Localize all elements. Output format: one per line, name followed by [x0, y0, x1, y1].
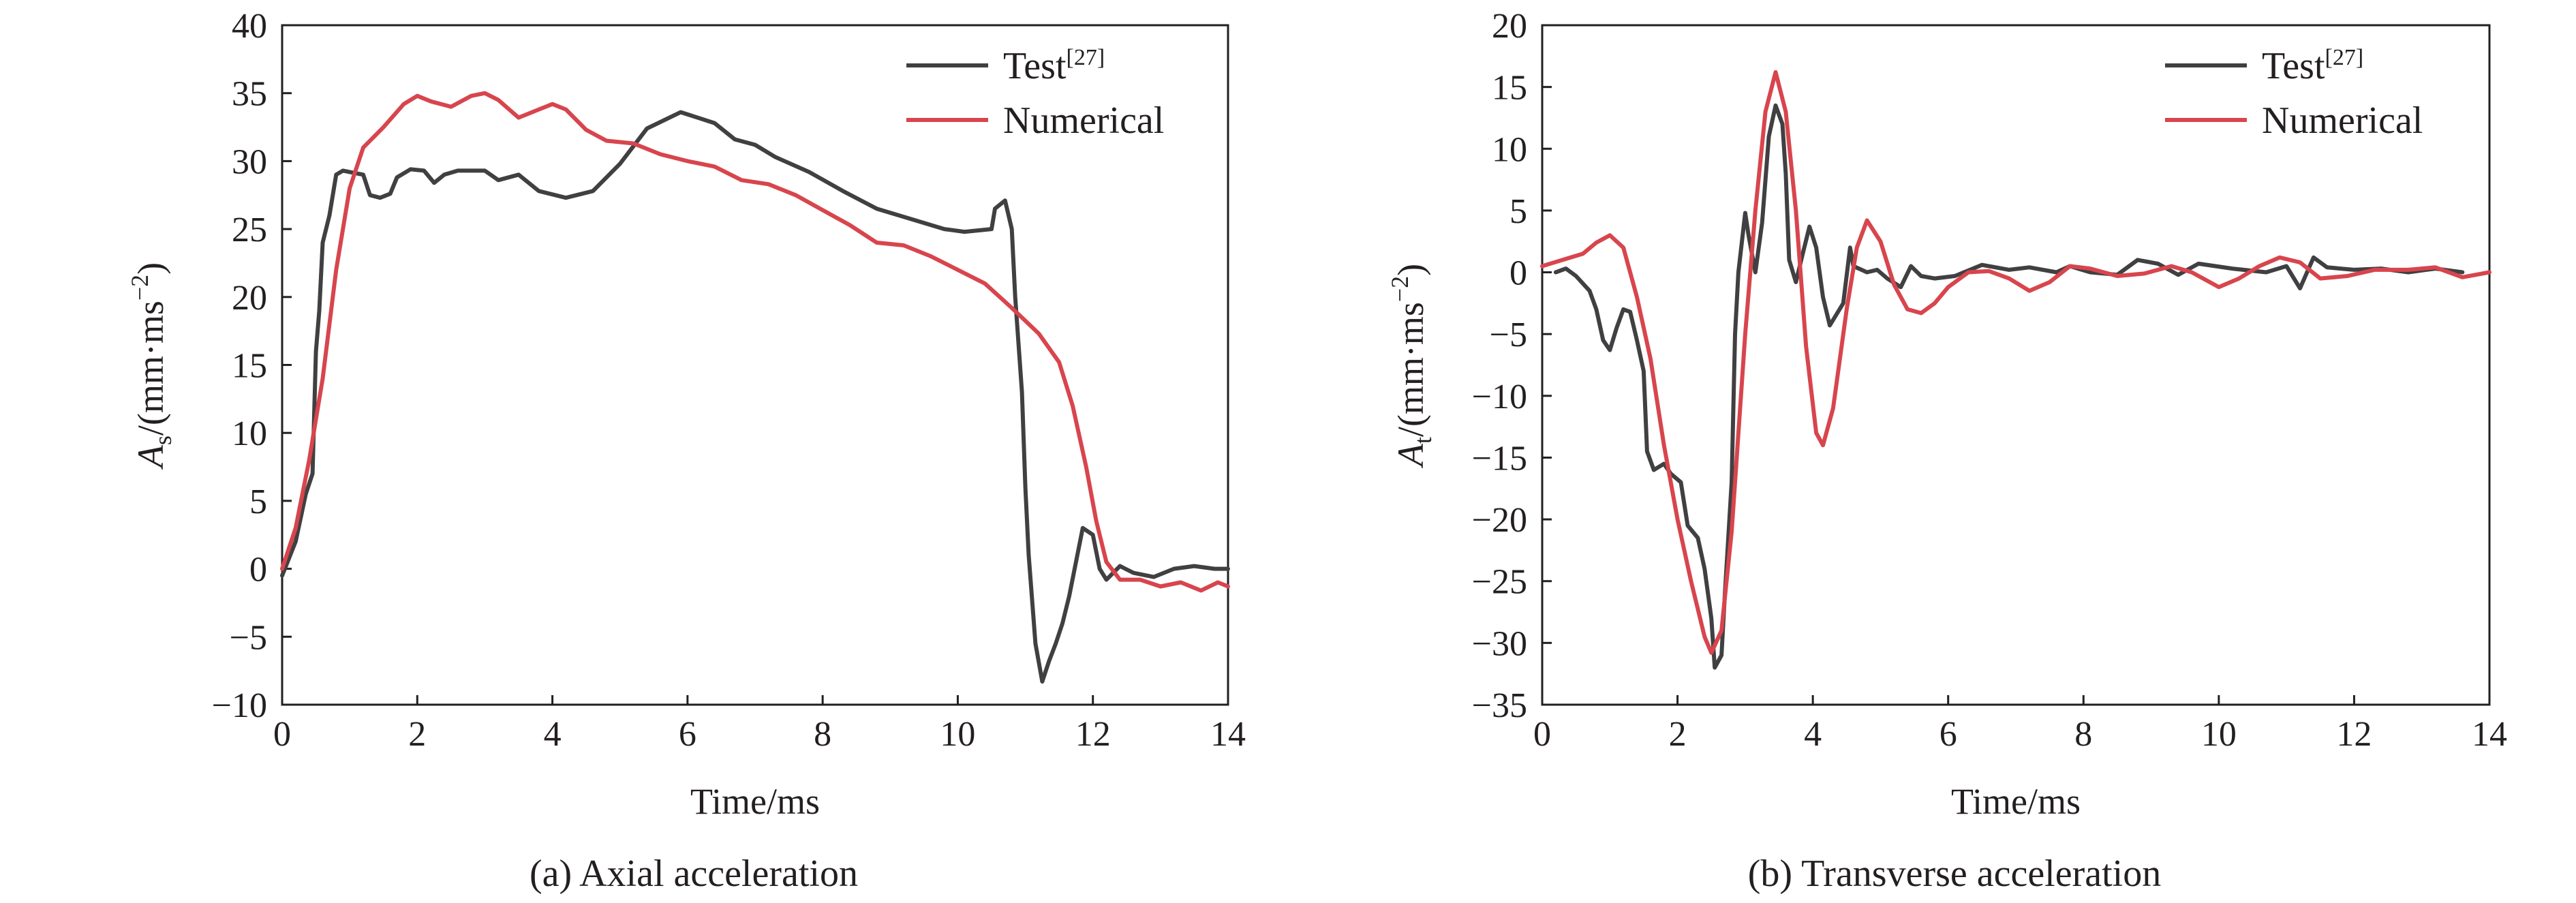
x-tick-label: 4 — [544, 715, 562, 754]
y-tick-label: −20 — [1472, 501, 1527, 540]
y-axis-symbol: A — [1390, 443, 1431, 468]
y-axis-unit-close: ) — [130, 262, 171, 275]
x-tick-label: 6 — [1939, 715, 1957, 754]
y-axis-unit: /(mm·ms — [1390, 302, 1431, 437]
x-tick-label: 10 — [2201, 715, 2237, 754]
y-axis-subscript: s — [149, 435, 177, 445]
y-tick-label: 30 — [232, 142, 267, 181]
chart-caption: (a) Axial acceleration — [530, 853, 858, 895]
x-tick-label: 10 — [940, 715, 975, 754]
y-tick-label: 0 — [1509, 254, 1527, 293]
x-tick-label: 12 — [2336, 715, 2372, 754]
x-axis-title: Time/ms — [1951, 781, 2081, 822]
legend-name: Numerical — [1003, 100, 1164, 142]
y-axis-subscript: t — [1409, 437, 1437, 444]
y-tick-label: −25 — [1472, 563, 1527, 602]
x-tick-label: 8 — [2074, 715, 2092, 754]
y-tick-label: −5 — [1490, 316, 1527, 354]
y-tick-label: −10 — [212, 686, 267, 725]
y-tick-label: 15 — [232, 347, 267, 386]
legend-citation: [27] — [2325, 45, 2364, 70]
y-axis-unit-exponent: −2 — [1386, 276, 1413, 302]
plot-frame — [1541, 24, 2491, 706]
legend-name: Test — [2262, 45, 2325, 87]
y-tick-label: −5 — [230, 618, 267, 657]
x-tick-label: 0 — [273, 715, 291, 754]
x-tick-label: 12 — [1075, 715, 1111, 754]
y-tick-label: 40 — [232, 7, 267, 46]
series-line-test — [1553, 103, 2465, 670]
y-tick-label: 25 — [232, 211, 267, 249]
series-line-test — [280, 110, 1230, 684]
chart-panel-2: 0 2 4 6 8 10 12 14 −35 −30 −25 −20 −15 −10 −5 0 5 10 15 20 T… — [1386, 7, 2507, 895]
legend-name: Test — [1003, 45, 1067, 87]
legend-citation: [27] — [1067, 45, 1105, 70]
x-tick-label: 6 — [679, 715, 696, 754]
x-axis-title: Time/ms — [690, 781, 820, 822]
legend-label-numerical: Numerical — [2262, 100, 2423, 142]
x-tick-label: 8 — [814, 715, 831, 754]
y-tick-label: 0 — [249, 551, 267, 590]
y-tick-label: −35 — [1472, 686, 1527, 725]
y-tick-label: −15 — [1472, 439, 1527, 478]
x-tick-label: 2 — [408, 715, 426, 754]
x-tick-label: 14 — [1210, 715, 1246, 754]
y-tick-label: 15 — [1492, 69, 1527, 108]
y-axis-unit-exponent: −2 — [126, 275, 153, 301]
y-axis-title: At/(mm·ms−2) — [1386, 264, 1437, 468]
y-tick-label: 10 — [232, 414, 267, 453]
legend-label-numerical: Numerical — [1003, 100, 1164, 142]
y-tick-label: 20 — [1492, 7, 1527, 46]
x-tick-label: 14 — [2472, 715, 2507, 754]
y-tick-label: 20 — [232, 279, 267, 318]
y-tick-label: −30 — [1472, 624, 1527, 663]
series-line-numerical — [280, 91, 1230, 593]
chart-panel-1: 0 2 4 6 8 10 12 14 −10 −5 0 5 10 15 20 25 30 35 40 Time/ms A… — [126, 7, 1246, 895]
x-tick-label: 4 — [1804, 715, 1822, 754]
y-axis-title: As/(mm·ms−2) — [126, 262, 177, 470]
legend-name: Numerical — [2262, 100, 2423, 142]
legend-label-test: Test[27] — [1003, 45, 1105, 87]
x-tick-label: 0 — [1533, 715, 1551, 754]
y-axis-symbol: A — [130, 444, 171, 470]
series-line-numerical — [1540, 70, 2491, 655]
chart-caption: (b) Transverse acceleration — [1748, 853, 2161, 895]
y-tick-label: 35 — [232, 75, 267, 114]
y-axis-unit: /(mm·ms — [130, 301, 171, 435]
y-tick-label: −10 — [1472, 378, 1527, 416]
x-tick-label: 2 — [1669, 715, 1687, 754]
legend-label-test: Test[27] — [2262, 45, 2363, 87]
y-tick-label: 5 — [249, 483, 267, 521]
y-axis-unit-close: ) — [1390, 264, 1431, 276]
y-tick-label: 10 — [1492, 130, 1527, 169]
y-tick-label: 5 — [1509, 192, 1527, 231]
